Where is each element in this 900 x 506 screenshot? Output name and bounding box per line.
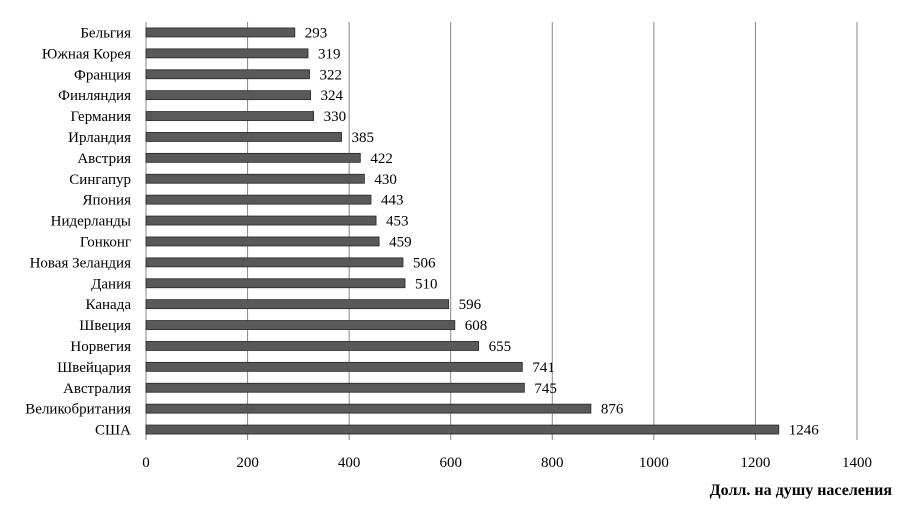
bar xyxy=(145,236,380,247)
value-label: 745 xyxy=(534,381,557,397)
value-label: 330 xyxy=(324,109,347,125)
value-label: 422 xyxy=(370,151,393,167)
category-label: Новая Зеландия xyxy=(30,255,132,271)
category-label: Швеция xyxy=(79,318,131,334)
bar xyxy=(145,90,311,101)
value-label: 453 xyxy=(386,214,409,230)
value-label: 459 xyxy=(389,234,412,250)
gridlines xyxy=(145,22,858,440)
category-label: США xyxy=(95,423,131,439)
category-label: Германия xyxy=(71,109,132,125)
category-label: Дания xyxy=(91,276,131,292)
x-tick-label: 1400 xyxy=(842,455,872,471)
value-label: 430 xyxy=(374,172,397,188)
bar xyxy=(145,424,780,435)
category-label: Южная Корея xyxy=(42,46,131,62)
category-label: Сингапур xyxy=(69,172,131,188)
bar xyxy=(145,27,296,38)
category-label: Норвегия xyxy=(70,339,131,355)
bar xyxy=(145,173,365,184)
value-label: 322 xyxy=(320,67,343,83)
x-axis-title: Долл. на душу населения xyxy=(710,482,893,499)
value-label: 324 xyxy=(321,88,344,104)
bar xyxy=(145,257,404,268)
x-tick-label: 400 xyxy=(338,455,361,471)
bar xyxy=(145,278,406,289)
labels: 0 200 400 600 800 1000 1200 1400 Бельгия 293 Южная… xyxy=(25,25,872,471)
category-label: Бельгия xyxy=(80,25,131,41)
value-label: 443 xyxy=(381,193,404,209)
bars xyxy=(145,27,780,435)
category-label: Япония xyxy=(83,193,132,209)
category-label: Нидерланды xyxy=(51,214,131,230)
bar xyxy=(145,111,314,121)
category-label: Австралия xyxy=(63,381,131,397)
bar xyxy=(145,382,525,393)
value-label: 293 xyxy=(305,25,328,41)
category-label: Австрия xyxy=(77,151,131,167)
value-label: 385 xyxy=(352,130,375,146)
bar xyxy=(145,341,480,351)
x-tick-label: 1000 xyxy=(639,455,669,471)
bar xyxy=(145,48,309,59)
bar xyxy=(145,152,361,163)
category-label: Франция xyxy=(74,67,131,83)
bar xyxy=(145,403,592,414)
category-label: Ирландия xyxy=(68,130,131,146)
category-label: Канада xyxy=(86,297,132,313)
category-label: Великобритания xyxy=(25,402,131,418)
bar xyxy=(145,361,523,372)
bar xyxy=(145,299,450,310)
x-tick-label: 1200 xyxy=(740,455,770,471)
value-label: 510 xyxy=(415,276,438,292)
x-tick-label: 0 xyxy=(142,455,150,471)
category-label: Финляндия xyxy=(58,88,131,104)
x-tick-label: 800 xyxy=(541,455,564,471)
value-label: 876 xyxy=(601,402,624,418)
value-label: 608 xyxy=(465,318,488,334)
value-label: 1246 xyxy=(789,423,820,439)
value-label: 596 xyxy=(459,297,482,313)
value-label: 655 xyxy=(489,339,512,355)
category-label: Швейцария xyxy=(57,360,131,376)
bar xyxy=(145,215,377,226)
bar xyxy=(145,194,372,205)
value-label: 506 xyxy=(413,255,436,271)
category-label: Гонконг xyxy=(80,234,131,250)
x-tick-label: 200 xyxy=(236,455,259,471)
value-label: 319 xyxy=(318,46,341,62)
x-tick-label: 600 xyxy=(439,455,462,471)
bar xyxy=(145,320,456,330)
bar xyxy=(145,132,342,142)
bar xyxy=(145,69,310,80)
value-label: 741 xyxy=(532,360,555,376)
